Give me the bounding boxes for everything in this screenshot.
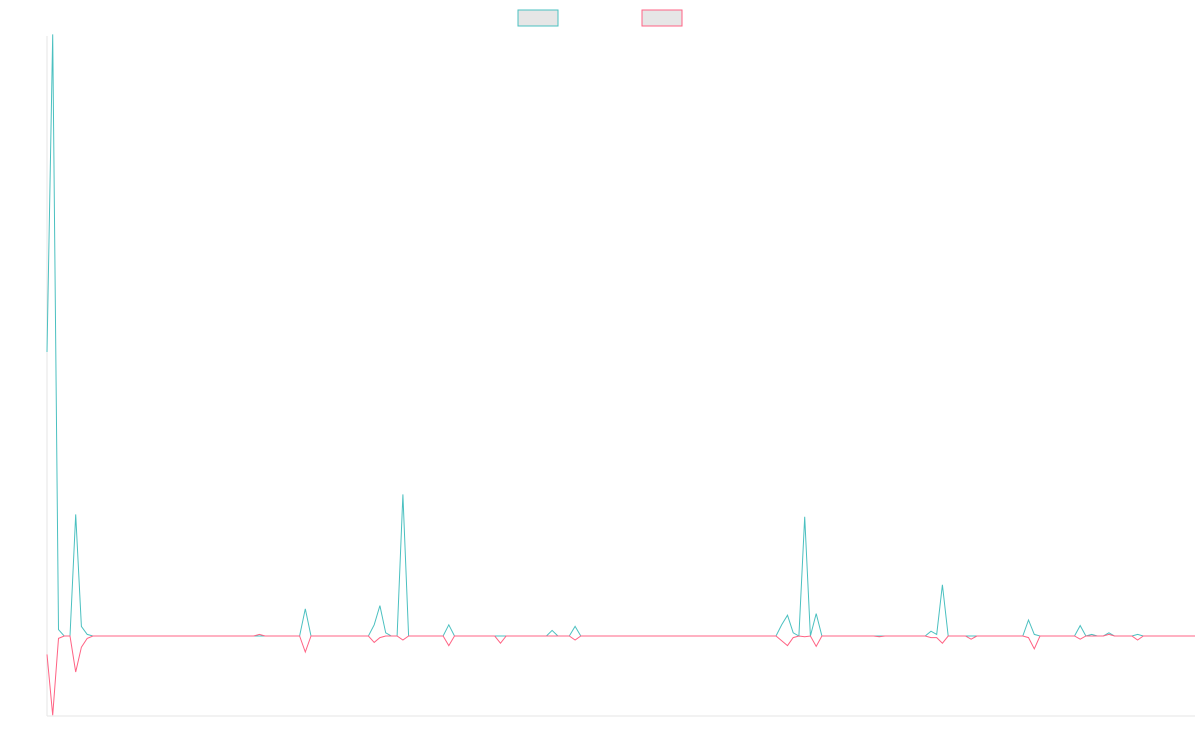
series-line-1	[46, 34, 1195, 637]
series-layer	[46, 34, 1195, 716]
legend-swatch-1[interactable]	[517, 9, 559, 27]
legend-swatch-2[interactable]	[641, 9, 683, 27]
legend	[517, 9, 683, 27]
series-line-2	[46, 633, 1195, 716]
axes	[46, 36, 1195, 717]
